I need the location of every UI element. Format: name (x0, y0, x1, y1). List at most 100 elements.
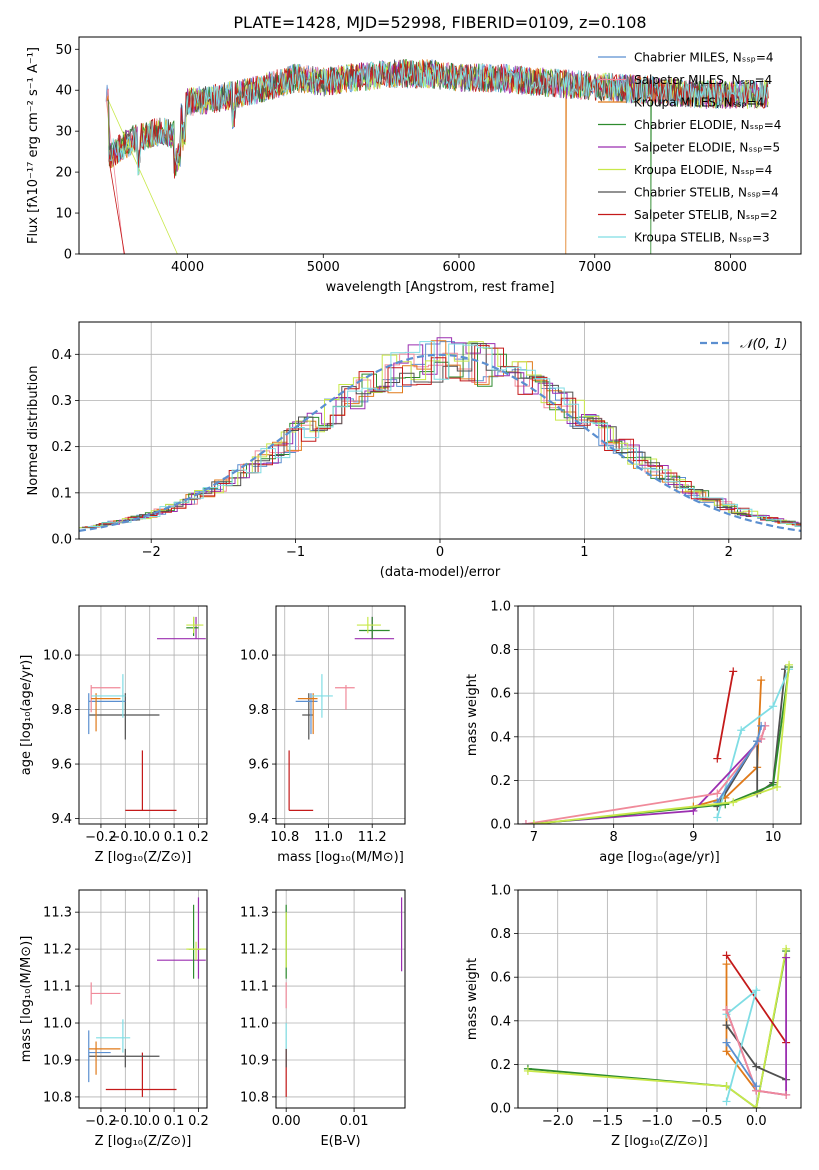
plot-area-age-vs-Z (88, 616, 206, 811)
massweight-point (773, 782, 782, 791)
massweight-point (521, 820, 530, 824)
massweight-point (753, 737, 762, 746)
x-tick-label: 10 (765, 830, 782, 845)
x-tick-label: −1.0 (641, 1114, 673, 1129)
y-tick-label: 0 (64, 248, 72, 263)
massweight-point (722, 960, 731, 969)
errorbar (188, 904, 201, 979)
x-axis-label: Z [log₁₀(Z/Z⊙)] (611, 1134, 708, 1149)
y-axis-label: mass weight (465, 674, 480, 756)
legend-label: Salpeter ELODIE, Nₛₛₚ=5 (634, 141, 780, 155)
histogram-step (87, 341, 801, 527)
y-axis-label: Normed distribution (26, 366, 41, 496)
x-tick-label: −0.1 (110, 1114, 142, 1129)
massweight-point (752, 1082, 761, 1091)
y-tick-label: 0.8 (490, 643, 511, 658)
x-tick-label: 0.2 (188, 1114, 209, 1129)
axes-frame (78, 36, 802, 255)
y-tick-label: 0.1 (51, 486, 72, 501)
panel-age-vs-Z: −0.2−0.10.0 0.1 0.2 9.4 9.6 9.8 10.0 Z [log₁₀(Z… (19, 605, 209, 865)
x-tick-label: 0.01 (340, 1114, 369, 1129)
axes-frame (517, 605, 802, 825)
histogram-step (81, 343, 801, 528)
x-tick-label: 0.00 (272, 1114, 301, 1129)
panel-massweight-vs-Z: −2.0 −1.5 −1.0 −0.5 0.0 0.0 0.2 0.4 0.6 0.8 1.0 Z [… (465, 884, 802, 1149)
massweight-point (722, 1082, 731, 1091)
panel-mass-vs-EBV: 0.00 0.01 10.8 10.9 11.0 11.1 11.2 11.3 E(B-V) (240, 889, 406, 1149)
axes-frame (78, 889, 208, 1109)
x-tick-label: 7000 (578, 260, 611, 275)
x-tick-label: −1 (286, 545, 305, 560)
y-tick-label: 10.0 (240, 649, 269, 664)
x-tick-label: 5000 (307, 260, 340, 275)
errorbar (310, 674, 333, 718)
massweight-point (721, 800, 730, 809)
massweight-point (729, 667, 738, 676)
errorbar (186, 616, 199, 636)
massweight-point (752, 1104, 761, 1108)
y-tick-label: 30 (55, 125, 72, 140)
panel-spectrum: 4000 5000 6000 7000 8000 0 10 20 30 40 50 wavelengt… (26, 36, 802, 295)
massweight-point (757, 721, 766, 730)
massweight-point (782, 944, 791, 953)
massweight-point (782, 953, 791, 962)
x-tick-label: 0.2 (188, 830, 209, 845)
histogram-step (84, 340, 801, 528)
x-tick-label: −2 (142, 545, 161, 560)
errorbar (295, 693, 318, 735)
massweight-point (729, 798, 738, 807)
y-tick-label: 11.2 (240, 943, 269, 958)
plot-area-age-vs-mass (288, 616, 395, 811)
x-tick-label: 8000 (714, 260, 747, 275)
x-tick-label: 0.0 (139, 1114, 160, 1129)
errorbar (88, 693, 126, 735)
legend-label: Kroupa MILES, Nₛₛₚ=4 (634, 96, 764, 110)
x-tick-label: 0.0 (139, 830, 160, 845)
y-tick-label: 0.4 (490, 730, 511, 745)
y-axis-label: mass [log₁₀(M/M⊙)] (19, 936, 34, 1063)
y-tick-label: 0.2 (490, 774, 511, 789)
panels: 4000 5000 6000 7000 800001020304050wavelengt… (19, 36, 802, 1149)
massweight-point (722, 1047, 731, 1056)
massweight-point (713, 754, 722, 763)
y-axis-label: age [log₁₀(age/yr)] (19, 655, 34, 776)
x-tick-label: 11.0 (314, 830, 343, 845)
figure-title: PLATE=1428, MJD=52998, FIBERID=0109, z=0… (233, 13, 646, 32)
x-tick-label: −1.5 (592, 1114, 624, 1129)
massweight-point (722, 951, 731, 960)
x-tick-label: 9 (689, 830, 697, 845)
x-axis-label: mass [log₁₀(M/M⊙)] (277, 850, 404, 865)
plot-area-massweight-vs-age (521, 660, 794, 824)
histogram-step (79, 341, 801, 529)
x-tick-label: 8 (610, 830, 618, 845)
plot-area-mass-vs-EBV (285, 897, 403, 1097)
errorbar (88, 1048, 160, 1068)
y-tick-label: 0.6 (490, 687, 511, 702)
x-tick-label: −0.5 (691, 1114, 723, 1129)
spectrum-legend: Chabrier MILES, Nₛₛₚ=4 Salpeter MILES, Nₛ… (598, 51, 781, 245)
y-tick-label: 0.8 (490, 927, 511, 942)
normal-reference-curve (79, 353, 801, 532)
y-tick-label: 0.2 (490, 1058, 511, 1073)
x-tick-label: −0.2 (85, 830, 117, 845)
x-tick-label: 0.1 (164, 1114, 185, 1129)
errorbar (335, 685, 355, 710)
massweight-point (782, 1090, 791, 1099)
errorbar (359, 616, 390, 639)
y-tick-label: 9.8 (51, 703, 72, 718)
y-tick-label: 11.2 (43, 943, 72, 958)
x-axis-label: wavelength [Angstrom, rest frame] (326, 280, 555, 295)
errorbar (91, 693, 121, 732)
x-axis-label: Z [log₁₀(Z/Z⊙)] (95, 1134, 192, 1149)
plot-area-massweight-vs-Z (523, 944, 791, 1108)
massweight-point (722, 1097, 731, 1106)
y-tick-label: 0.4 (490, 1014, 511, 1029)
y-tick-label: 9.6 (248, 758, 269, 773)
y-tick-label: 9.6 (51, 758, 72, 773)
x-tick-label: 6000 (442, 260, 475, 275)
y-tick-label: 11.1 (43, 980, 72, 995)
massweight-point (713, 813, 722, 822)
massweight-line (533, 664, 790, 824)
massweight-point (737, 726, 746, 735)
y-tick-label: 1.0 (490, 600, 511, 615)
